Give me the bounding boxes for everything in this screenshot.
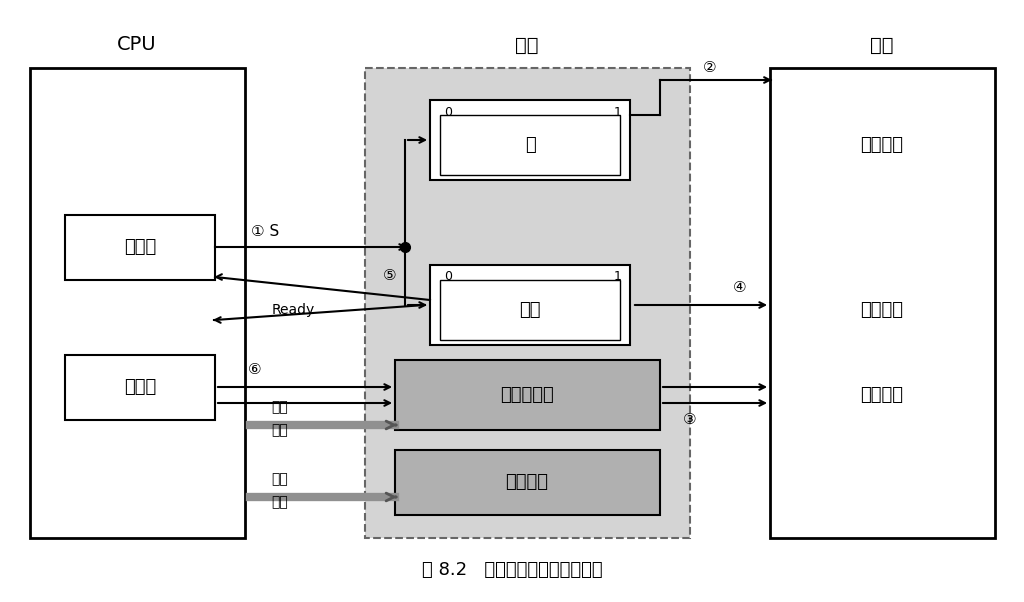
Bar	[440, 115, 620, 175]
Text: ③: ③	[683, 412, 696, 427]
Text: 1: 1	[614, 105, 622, 119]
Text: 动作结束: 动作结束	[860, 301, 903, 319]
Text: 就绪: 就绪	[519, 301, 541, 319]
Text: CPU: CPU	[117, 36, 157, 55]
Bar	[65, 215, 215, 280]
Bar	[440, 280, 620, 340]
Text: 数据: 数据	[271, 400, 289, 414]
Text: 寄存器: 寄存器	[124, 378, 156, 396]
Text: ⑤: ⑤	[383, 268, 397, 284]
Text: ① S: ① S	[251, 225, 280, 240]
Bar	[65, 355, 215, 420]
Text: 接口: 接口	[515, 36, 539, 55]
Bar	[770, 68, 995, 538]
Text: ②: ②	[703, 60, 717, 75]
Bar	[430, 100, 630, 180]
Text: 外设: 外设	[870, 36, 894, 55]
Bar	[395, 360, 660, 430]
Text: 0: 0	[444, 105, 452, 119]
Bar	[430, 265, 630, 345]
Text: 总线: 总线	[271, 423, 289, 437]
Text: 数据缓冲器: 数据缓冲器	[500, 386, 554, 404]
Bar	[30, 68, 245, 538]
Text: 地址: 地址	[271, 472, 289, 486]
Text: 设备选择: 设备选择	[506, 473, 549, 491]
Bar	[365, 68, 690, 538]
Text: ④: ④	[733, 279, 746, 294]
Text: 0: 0	[444, 270, 452, 284]
Text: 1: 1	[614, 270, 622, 284]
Text: 忠: 忠	[524, 136, 536, 154]
Text: 输入数据: 输入数据	[860, 386, 903, 404]
Text: Ready: Ready	[271, 303, 315, 317]
Text: 图 8.2   程序查询方式接口示意图: 图 8.2 程序查询方式接口示意图	[422, 561, 602, 579]
Text: 动作开始: 动作开始	[860, 136, 903, 154]
Text: 控刻制: 控刻制	[124, 238, 156, 256]
Text: 总线: 总线	[271, 495, 289, 509]
Bar	[395, 450, 660, 515]
Text: ⑥: ⑥	[248, 362, 262, 377]
